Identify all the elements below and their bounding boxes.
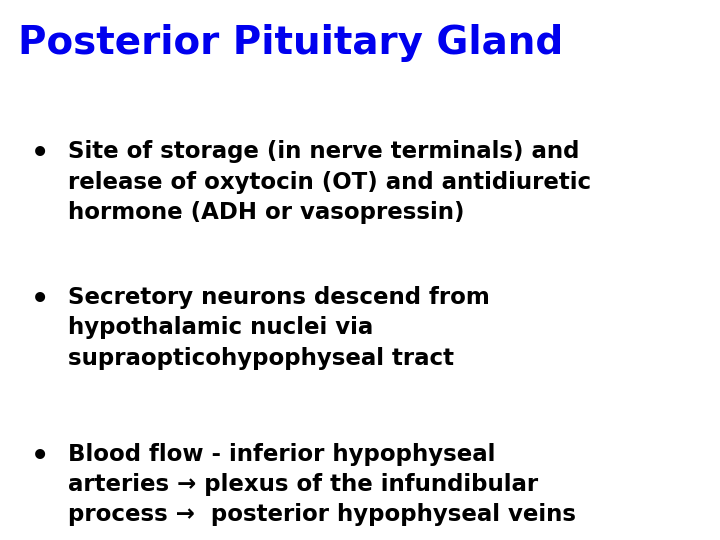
Text: Posterior Pituitary Gland: Posterior Pituitary Gland [18, 24, 563, 62]
Text: Blood flow - inferior hypophyseal
arteries → plexus of the infundibular
process : Blood flow - inferior hypophyseal arteri… [68, 443, 577, 526]
Text: •: • [30, 140, 49, 168]
Text: •: • [30, 443, 49, 471]
Text: •: • [30, 286, 49, 314]
Text: Secretory neurons descend from
hypothalamic nuclei via
supraopticohypophyseal tr: Secretory neurons descend from hypothala… [68, 286, 490, 369]
Text: Site of storage (in nerve terminals) and
release of oxytocin (OT) and antidiuret: Site of storage (in nerve terminals) and… [68, 140, 592, 224]
